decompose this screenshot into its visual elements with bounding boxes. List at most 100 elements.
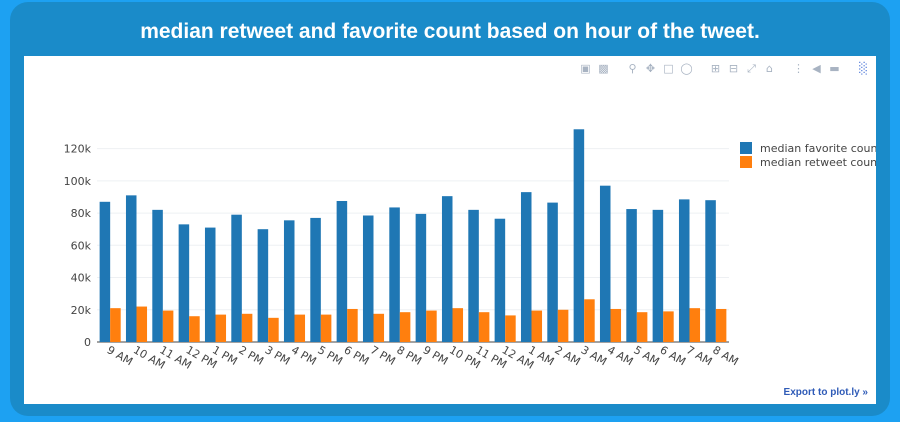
zoom-icon[interactable]: ⚲ xyxy=(628,61,637,75)
x-tick-label: 8 PM xyxy=(394,343,424,368)
x-tick-label: 3 PM xyxy=(263,343,293,368)
bar-retweet[interactable] xyxy=(715,308,727,342)
x-tick-label: 7 PM xyxy=(368,343,398,368)
bar-retweet[interactable] xyxy=(557,309,569,342)
legend[interactable]: median favorite count median retweet cou… xyxy=(740,142,876,169)
bar-favorite[interactable] xyxy=(652,209,664,342)
bar-favorite[interactable] xyxy=(573,129,585,342)
bar-retweet[interactable] xyxy=(136,306,148,342)
pan-icon[interactable]: ✥ xyxy=(645,61,656,75)
bar-favorite[interactable] xyxy=(362,215,374,342)
x-tick-label: 4 PM xyxy=(289,343,319,368)
x-tick-label: 7 AM xyxy=(684,343,714,368)
modebar: ▣ ▩ ⚲ ✥ □ ◯ ⊞ ⊟ ⤢ ⌂ ⋮ ◀ ▬ ░ xyxy=(579,60,870,76)
bar-favorite[interactable] xyxy=(231,214,242,342)
x-tick-label: 5 AM xyxy=(631,343,661,368)
bar-favorite[interactable] xyxy=(389,207,400,342)
bar-retweet[interactable] xyxy=(189,316,200,342)
y-tick-label: 80k xyxy=(71,207,92,220)
hover-closest-icon[interactable]: ◀ xyxy=(812,61,821,75)
y-tick-label: 60k xyxy=(71,239,92,252)
bar-retweet[interactable] xyxy=(636,312,648,342)
bar-favorite[interactable] xyxy=(178,224,190,342)
x-tick-label: 4 AM xyxy=(605,343,635,368)
y-tick-label: 40k xyxy=(71,272,92,285)
legend-swatch-retweet xyxy=(740,156,752,168)
bar-retweet[interactable] xyxy=(373,313,385,342)
bar-retweet[interactable] xyxy=(294,314,306,342)
bar-favorite[interactable] xyxy=(468,209,479,342)
bar-retweet[interactable] xyxy=(320,314,332,342)
bar-retweet[interactable] xyxy=(241,313,253,342)
y-tick-label: 100k xyxy=(64,175,92,188)
bar-retweet[interactable] xyxy=(110,308,121,342)
bar-retweet[interactable] xyxy=(505,315,516,342)
bar-favorite[interactable] xyxy=(257,229,269,342)
bar-favorite[interactable] xyxy=(547,202,558,342)
bar-retweet[interactable] xyxy=(531,310,543,342)
x-tick-label: 2 PM xyxy=(236,343,266,368)
bar-retweet[interactable] xyxy=(215,314,227,342)
gridlines xyxy=(97,148,729,343)
autoscale-icon[interactable]: ⤢ xyxy=(747,61,756,75)
bar-favorite[interactable] xyxy=(204,227,216,342)
legend-swatch-favorite xyxy=(740,142,752,154)
lasso-icon[interactable]: ◯ xyxy=(680,61,693,75)
chart-card: median retweet and favorite count based … xyxy=(10,2,890,416)
box-select-icon[interactable]: □ xyxy=(663,61,674,75)
bar-retweet[interactable] xyxy=(689,308,701,342)
save-icon[interactable]: ▩ xyxy=(598,61,609,75)
bar-favorite[interactable] xyxy=(520,192,532,342)
x-tick-label: 2 AM xyxy=(552,343,582,368)
x-tick-label: 9 PM xyxy=(421,343,451,368)
bar-favorite[interactable] xyxy=(99,201,111,342)
y-tick-label: 0 xyxy=(84,336,91,349)
x-tick-label: 3 AM xyxy=(579,343,609,368)
bar-retweet[interactable] xyxy=(584,299,595,342)
plotly-logo-icon[interactable]: ░ xyxy=(859,61,868,75)
bar-retweet[interactable] xyxy=(478,312,490,342)
zoom-out-icon[interactable]: ⊟ xyxy=(728,61,739,75)
bar-retweet[interactable] xyxy=(426,310,437,342)
bar-favorite[interactable] xyxy=(152,209,163,342)
y-axis: 0 20k 40k 60k 80k 100k 120k xyxy=(64,143,92,349)
camera-icon[interactable]: ▣ xyxy=(580,61,591,75)
home-icon[interactable]: ⌂ xyxy=(766,61,773,75)
bar-favorite[interactable] xyxy=(705,200,716,342)
bar-retweet[interactable] xyxy=(268,317,279,342)
bar-favorite[interactable] xyxy=(599,185,611,342)
bar-favorite[interactable] xyxy=(626,209,637,342)
bar-retweet[interactable] xyxy=(452,308,464,342)
bar-retweet[interactable] xyxy=(663,311,674,342)
x-tick-label: 9 AM xyxy=(105,343,135,368)
export-to-plotly-link[interactable]: Export to plot.ly » xyxy=(783,387,868,398)
page-title: median retweet and favorite count based … xyxy=(140,20,760,43)
legend-label-retweet: median retweet count xyxy=(760,156,876,169)
plot-area: ▣ ▩ ⚲ ✥ □ ◯ ⊞ ⊟ ⤢ ⌂ ⋮ ◀ ▬ ░ 0 20k 40k 60k 80… xyxy=(24,56,876,404)
x-tick-label: 6 AM xyxy=(658,343,688,368)
zoom-in-icon[interactable]: ⊞ xyxy=(710,61,721,75)
hover-compare-icon[interactable]: ▬ xyxy=(829,61,840,75)
spike-lines-icon[interactable]: ⋮ xyxy=(793,61,804,75)
bar-retweet[interactable] xyxy=(610,308,622,342)
x-tick-label: 8 AM xyxy=(710,343,740,368)
bars xyxy=(99,129,727,342)
bar-favorite[interactable] xyxy=(125,195,137,342)
bar-favorite[interactable] xyxy=(283,220,295,342)
bar-favorite[interactable] xyxy=(310,217,321,342)
bar-favorite[interactable] xyxy=(336,200,348,342)
y-tick-label: 120k xyxy=(64,143,92,156)
bar-favorite[interactable] xyxy=(415,213,427,342)
bar-retweet[interactable] xyxy=(162,310,174,342)
bar-retweet[interactable] xyxy=(399,312,411,342)
bar-retweet[interactable] xyxy=(347,308,358,342)
bar-favorite[interactable] xyxy=(494,218,506,342)
bar-favorite[interactable] xyxy=(678,199,690,342)
bar-favorite[interactable] xyxy=(441,196,453,342)
x-tick-label: 6 PM xyxy=(342,343,372,368)
x-tick-label: 5 PM xyxy=(315,343,345,368)
y-tick-label: 20k xyxy=(71,304,92,317)
legend-label-favorite: median favorite count xyxy=(760,142,876,155)
